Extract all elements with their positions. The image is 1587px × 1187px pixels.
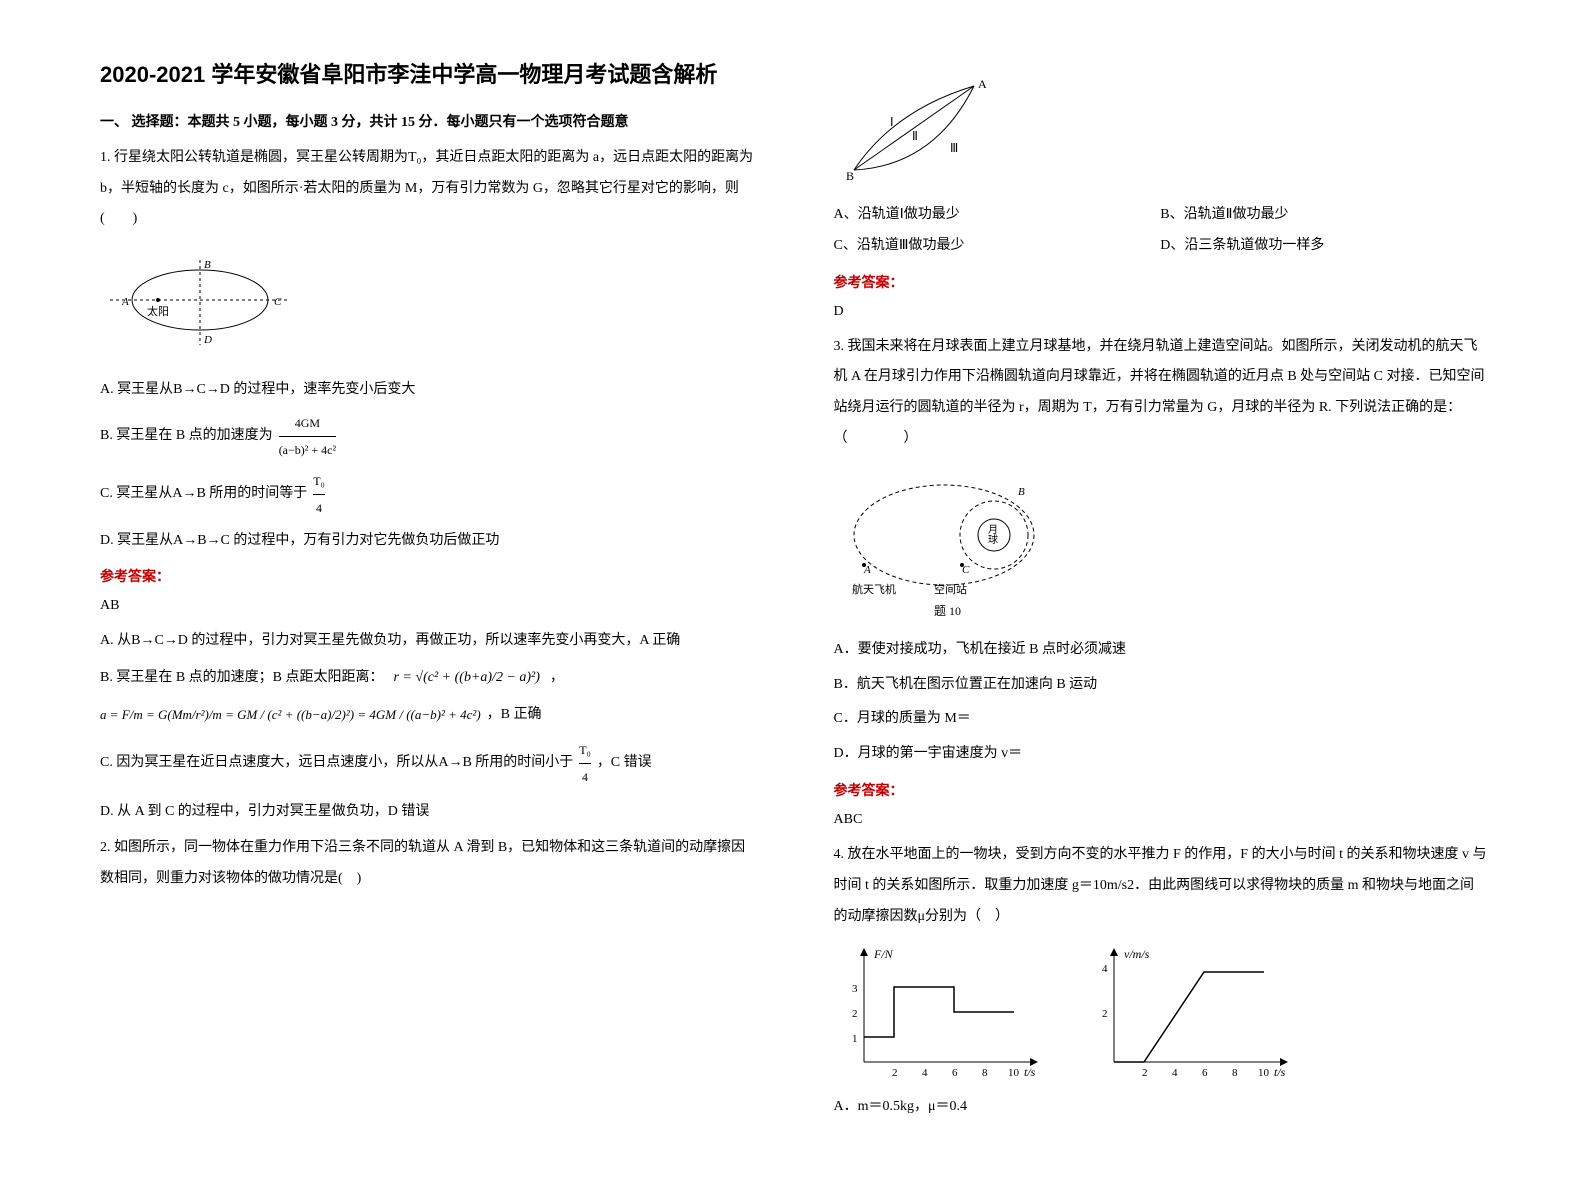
q1-sol-B1: B. 冥王星在 B 点的加速度；B 点距太阳距离： r = √(c² + ((b…: [100, 663, 754, 694]
svg-text:8: 8: [1232, 1067, 1238, 1079]
q1-figure: 太阳 A B C D: [100, 245, 754, 365]
svg-text:空间站: 空间站: [934, 582, 967, 596]
page-title: 2020-2021 学年安徽省阜阳市李洼中学高一物理月考试题含解析: [100, 60, 754, 91]
svg-text:6: 6: [952, 1067, 958, 1079]
svg-text:2: 2: [852, 1008, 858, 1020]
formula-r: r = √(c² + ((b+a)/2 − a)²): [394, 663, 540, 694]
q3-optD: D．月球的第一宇宙速度为 v＝: [834, 739, 1488, 770]
svg-text:B: B: [1018, 486, 1025, 498]
q2-optA: A、沿轨道Ⅰ做功最少: [834, 200, 1161, 231]
svg-text:1: 1: [852, 1033, 858, 1045]
svg-text:2: 2: [1102, 1008, 1108, 1020]
q1-optC-fraction: T₀ 4: [313, 468, 325, 522]
q2-opts-row2: C、沿轨道Ⅲ做功最少 D、沿三条轨道做功一样多: [834, 231, 1488, 262]
svg-text:太阳: 太阳: [147, 305, 169, 318]
svg-text:2: 2: [892, 1067, 898, 1079]
q3-answer-label: 参考答案：: [834, 780, 1488, 800]
q3-figure: 月 球 B A C 航天飞机 空间站 题 10: [834, 465, 1488, 625]
section-head: 一、 选择题：本题共 5 小题，每小题 3 分，共计 15 分．每小题只有一个选…: [100, 111, 754, 131]
formula-a: a = F/m = G(Mm/r²)/m = GM / (c² + ((b−a)…: [100, 701, 481, 730]
q2-stem: 2. 如图所示，同一物体在重力作用下沿三条不同的轨道从 A 滑到 B，已知物体和…: [100, 833, 754, 895]
svg-text:6: 6: [1202, 1067, 1208, 1079]
q2-figure: A B Ⅰ Ⅱ Ⅲ: [834, 70, 1488, 190]
svg-text:8: 8: [982, 1067, 988, 1079]
q4-stem: 4. 放在水平地面上的一物块，受到方向不变的水平推力 F 的作用，F 的大小与时…: [834, 840, 1488, 932]
formula-a-block: a = F/m = G(Mm/r²)/m = GM / (c² + ((b−a)…: [100, 700, 754, 731]
svg-text:4: 4: [922, 1067, 928, 1079]
q1-optB: B. 冥王星在 B 点的加速度为 4GM (a−b)² + 4c²: [100, 410, 754, 464]
q1-optB-fraction: 4GM (a−b)² + 4c²: [279, 410, 336, 464]
q4-optA: A．m＝0.5kg，μ＝0.4: [834, 1092, 1488, 1123]
svg-text:A: A: [978, 77, 987, 91]
q1-optD: D. 冥王星从A→B→C 的过程中，万有引力对它先做负功后做正功: [100, 526, 754, 557]
svg-text:F/N: F/N: [873, 947, 894, 961]
q1-stem: 1. 行星绕太阳公转轨道是椭圆，冥王星公转周期为T₀，其近日点距太阳的距离为 a…: [100, 143, 754, 235]
q1-sol-C: C. 因为冥王星在近日点速度大，远日点速度小，所以从A→B 所用的时间小于 T₀…: [100, 737, 754, 791]
q2-answer-label: 参考答案：: [834, 272, 1488, 292]
svg-text:Ⅰ: Ⅰ: [890, 115, 894, 129]
q2-optB: B、沿轨道Ⅱ做功最少: [1160, 200, 1487, 231]
svg-text:4: 4: [1102, 963, 1108, 975]
svg-text:B: B: [846, 169, 854, 183]
svg-text:球: 球: [988, 533, 998, 546]
q1-optA: A. 冥王星从B→C→D 的过程中，速率先变小后变大: [100, 375, 754, 406]
svg-text:v/m/s: v/m/s: [1124, 947, 1150, 961]
svg-text:B: B: [204, 259, 211, 271]
svg-text:C: C: [274, 296, 282, 308]
svg-text:A: A: [121, 296, 129, 308]
q2-answer: D: [834, 298, 1488, 326]
svg-text:题 10: 题 10: [934, 604, 961, 618]
q3-optA: A．要使对接成功，飞机在接近 B 点时必须减速: [834, 635, 1488, 666]
svg-text:Ⅲ: Ⅲ: [950, 141, 958, 155]
q2-optC: C、沿轨道Ⅲ做功最少: [834, 231, 1161, 262]
svg-text:10: 10: [1258, 1067, 1270, 1079]
svg-text:D: D: [203, 334, 212, 346]
svg-text:t/s: t/s: [1274, 1065, 1286, 1079]
svg-text:航天飞机: 航天飞机: [852, 582, 896, 596]
q3-optC: C．月球的质量为 M＝: [834, 704, 1488, 735]
q1-optB-text: B. 冥王星在 B 点的加速度为: [100, 421, 273, 452]
q1-solC-fraction: T₀ 4: [579, 737, 591, 791]
svg-text:4: 4: [1172, 1067, 1178, 1079]
q4-figure: F/N t/s 1 2 3 2 4 6 8 10 v/m/s t/s 2: [834, 942, 1488, 1082]
q1-optC-text: C. 冥王星从A→B 所用的时间等于: [100, 479, 307, 510]
svg-text:Ⅱ: Ⅱ: [912, 129, 918, 143]
q1-sol-D: D. 从 A 到 C 的过程中，引力对冥王星做负功，D 错误: [100, 797, 754, 828]
q3-optB: B．航天飞机在图示位置正在加速向 B 运动: [834, 670, 1488, 701]
svg-text:t/s: t/s: [1024, 1065, 1036, 1079]
svg-text:2: 2: [1142, 1067, 1148, 1079]
q2-optD: D、沿三条轨道做功一样多: [1160, 231, 1487, 262]
q1-sol-A: A. 从B→C→D 的过程中，引力对冥王星先做负功，再做正功，所以速率先变小再变…: [100, 626, 754, 657]
q1-answer-label: 参考答案：: [100, 566, 754, 586]
q2-opts-row1: A、沿轨道Ⅰ做功最少 B、沿轨道Ⅱ做功最少: [834, 200, 1488, 231]
q1-optC: C. 冥王星从A→B 所用的时间等于 T₀ 4: [100, 468, 754, 522]
q3-stem: 3. 我国未来将在月球表面上建立月球基地，并在绕月轨道上建造空间站。如图所示，关…: [834, 332, 1488, 455]
svg-text:3: 3: [852, 983, 858, 995]
q1-answer: AB: [100, 592, 754, 620]
q3-answer: ABC: [834, 806, 1488, 834]
svg-text:10: 10: [1008, 1067, 1020, 1079]
